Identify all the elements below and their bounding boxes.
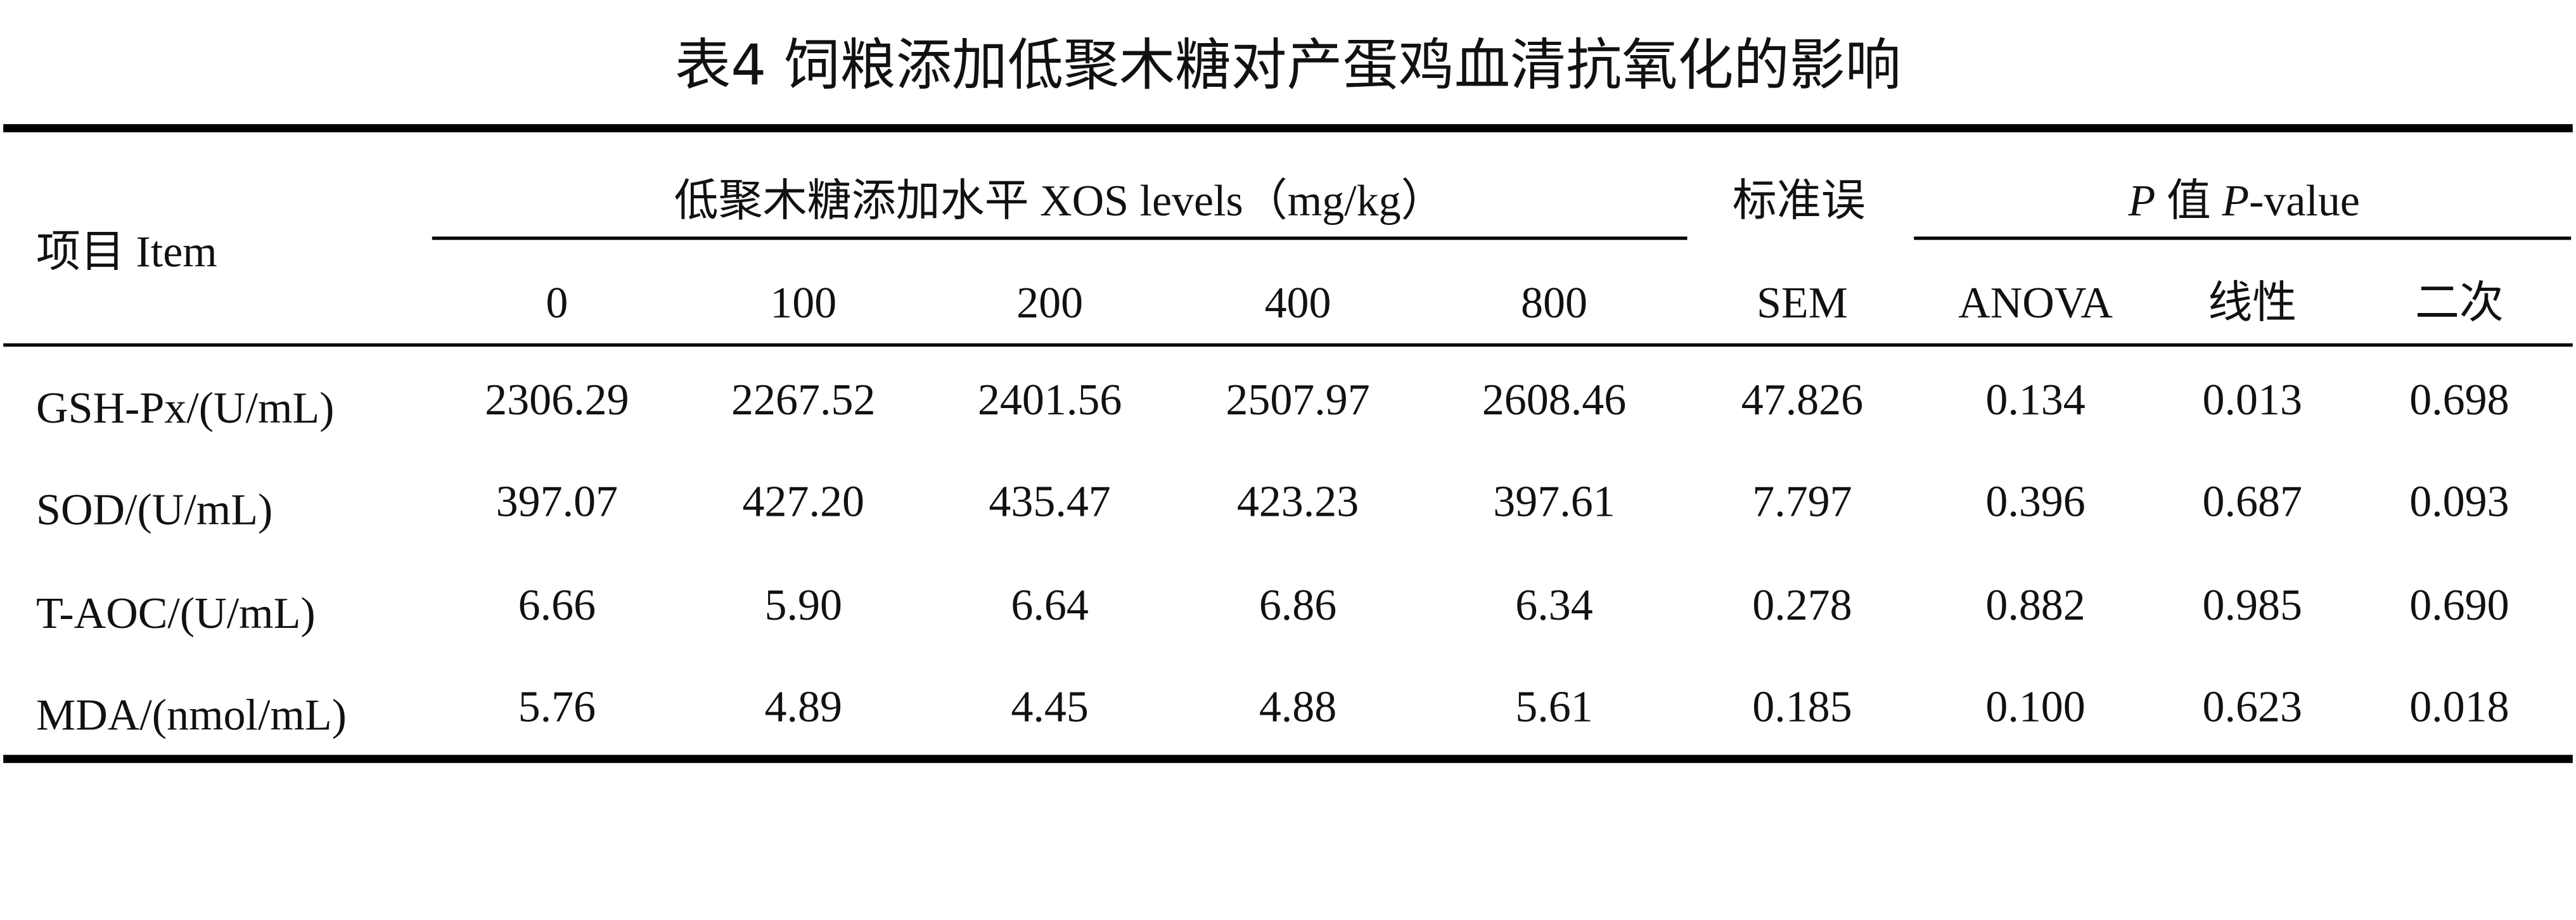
column-header: SEM	[1757, 279, 1848, 328]
column-header: 200	[1016, 279, 1083, 328]
cell: 397.61	[1493, 478, 1615, 527]
cell: 6.64	[1011, 581, 1088, 630]
sem-header: 标准误	[1733, 177, 1866, 226]
cell: 5.61	[1515, 683, 1592, 732]
cell: 397.07	[496, 478, 618, 527]
cell: 47.826	[1741, 376, 1863, 425]
cell: 0.687	[2203, 478, 2302, 527]
cell: 0.093	[2409, 478, 2509, 527]
cell: 2507.97	[1226, 376, 1369, 425]
cell: 0.013	[2203, 376, 2302, 425]
cell: 0.690	[2409, 581, 2509, 630]
column-header: 0	[546, 279, 568, 328]
row-label: MDA/(nmol/mL)	[36, 691, 347, 740]
column-header: 400	[1265, 279, 1331, 328]
column-header: 线性	[2208, 279, 2297, 328]
row-label: SOD/(U/mL)	[36, 486, 272, 535]
cell: 0.185	[1752, 683, 1852, 732]
item-header: 项目 Item	[36, 228, 217, 277]
column-header: 800	[1521, 279, 1587, 328]
cell: 435.47	[989, 478, 1110, 527]
row-label: T-AOC/(U/mL)	[36, 589, 316, 638]
cell: 423.23	[1237, 478, 1359, 527]
cell: 0.623	[2203, 683, 2302, 732]
cell: 0.134	[1985, 376, 2085, 425]
cell: 0.882	[1985, 581, 2085, 630]
cell: 5.76	[518, 683, 596, 732]
cell: 4.88	[1259, 683, 1336, 732]
cell: 2306.29	[485, 376, 629, 425]
cell: 0.698	[2409, 376, 2509, 425]
cell: 2608.46	[1482, 376, 1626, 425]
cell: 0.396	[1985, 478, 2085, 527]
cell: 4.89	[764, 683, 842, 732]
column-header: ANOVA	[1958, 279, 2113, 328]
cell: 0.278	[1752, 581, 1852, 630]
p-header-part: 值	[2155, 177, 2222, 226]
group-header: 低聚木糖添加水平 XOS levels（mg/kg）	[674, 177, 1445, 226]
table-title: 表4 饲粮添加低聚木糖对产蛋鸡血清抗氧化的影响	[675, 32, 1901, 98]
cell: 0.018	[2409, 683, 2509, 732]
cell: 7.797	[1752, 478, 1852, 527]
cell: 2267.52	[731, 376, 875, 425]
cell: 4.45	[1011, 683, 1088, 732]
column-header: 100	[770, 279, 836, 328]
cell: 427.20	[742, 478, 864, 527]
row-label: GSH-Px/(U/mL)	[36, 384, 334, 433]
cell: 6.86	[1259, 581, 1336, 630]
cell: 2401.56	[978, 376, 1122, 425]
table-body: 0 100 200 400 800 SEM ANOVA 线性 二次 GSH-Px/(U/mL) 23…	[36, 279, 2509, 740]
cell: 6.66	[518, 581, 596, 630]
column-header: 二次	[2415, 279, 2504, 328]
cell: 0.985	[2203, 581, 2302, 630]
cell: 0.100	[1985, 683, 2085, 732]
cell: 5.90	[764, 581, 842, 630]
p-header-part: -value	[2249, 177, 2360, 226]
cell: 6.34	[1515, 581, 1592, 630]
p-header-part: P	[2221, 177, 2249, 226]
p-header-part: P	[2128, 177, 2156, 226]
p-header: P 值 P-value	[2128, 177, 2360, 226]
